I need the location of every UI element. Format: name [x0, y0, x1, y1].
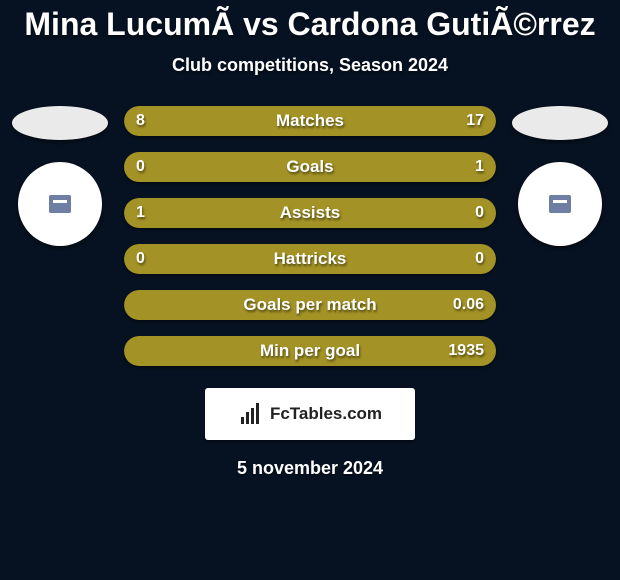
- stat-bars: 817Matches 01Goals 10Assists 00Hattricks 0.0…: [110, 106, 510, 382]
- site-logo[interactable]: FcTables.com: [205, 388, 415, 440]
- stat-label: Matches: [124, 106, 496, 136]
- stat-label: Min per goal: [124, 336, 496, 366]
- right-club-badge: [518, 162, 602, 246]
- stat-label: Hattricks: [124, 244, 496, 274]
- stat-bar: 01Goals: [124, 152, 496, 182]
- date-text: 5 november 2024: [0, 458, 620, 479]
- stat-label: Assists: [124, 198, 496, 228]
- stat-bar: 1935Min per goal: [124, 336, 496, 366]
- comparison-panel: 817Matches 01Goals 10Assists 00Hattricks 0.0…: [0, 106, 620, 382]
- stat-label: Goals: [124, 152, 496, 182]
- left-player-column: [10, 106, 110, 246]
- right-flag-icon: [512, 106, 608, 140]
- stat-label: Goals per match: [124, 290, 496, 320]
- right-player-column: [510, 106, 610, 246]
- site-logo-text: FcTables.com: [270, 404, 382, 424]
- left-club-badge: [18, 162, 102, 246]
- left-flag-icon: [12, 106, 108, 140]
- subtitle: Club competitions, Season 2024: [0, 55, 620, 76]
- stat-bar: 00Hattricks: [124, 244, 496, 274]
- stat-bar: 0.06Goals per match: [124, 290, 496, 320]
- page-title: Mina LucumÃ vs Cardona GutiÃ©rrez: [0, 0, 620, 43]
- stat-bar: 817Matches: [124, 106, 496, 136]
- stat-bar: 10Assists: [124, 198, 496, 228]
